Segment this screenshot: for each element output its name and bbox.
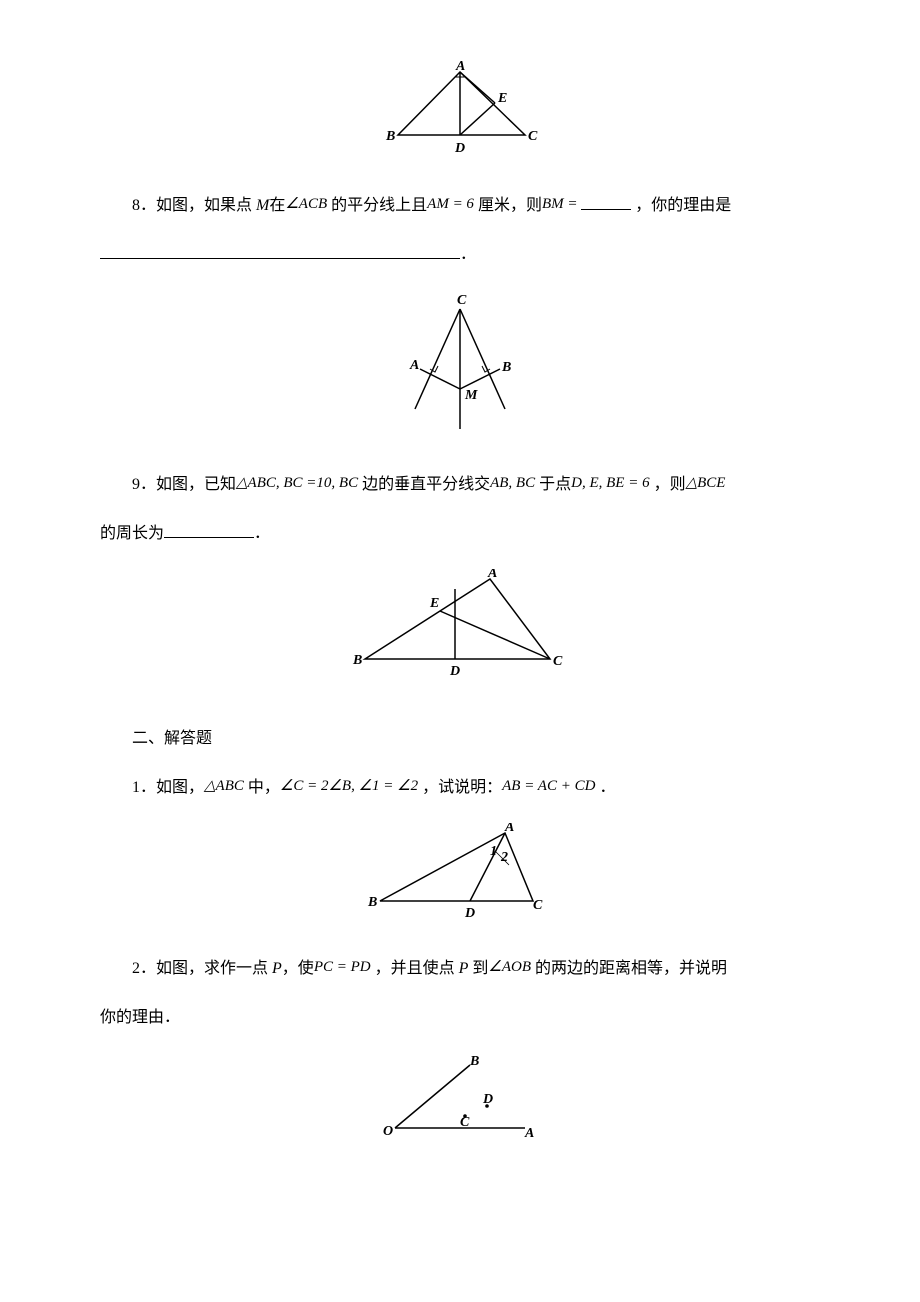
figure-q8: C A B M (100, 289, 820, 450)
q8-t1: 在 (269, 197, 285, 214)
s1-prefix: 1．如图， (132, 779, 204, 796)
q9-BCE: △BCE (686, 475, 726, 491)
q9-t2: 于点 (535, 476, 571, 493)
label-B: B (367, 895, 377, 910)
solve-2-line2: 你的理由． (100, 1004, 820, 1033)
solve-1: 1．如图，△ABC 中，∠C = 2∠B, ∠1 = ∠2 ，试说明：AB = … (100, 773, 820, 803)
q9-prefix: 9．如图，已知 (132, 476, 236, 493)
label-A: A (524, 1126, 534, 1141)
s1-res: AB = AC + CD (502, 778, 595, 794)
label-C: C (457, 293, 467, 308)
q9-cond1: △ABC, BC =10, BC (236, 475, 358, 491)
label-A: A (455, 60, 465, 74)
question-9: 9．如图，已知△ABC, BC =10, BC 边的垂直平分线交AB, BC 于… (100, 470, 820, 500)
s2-t1: ，使 (282, 960, 314, 977)
s2-P2: P (459, 960, 469, 977)
label-M: M (464, 388, 478, 403)
label-C: C (528, 129, 538, 144)
solve-2: 2．如图，求作一点 P，使PC = PD ，并且使点 P 到∠AOB 的两边的距… (100, 954, 820, 984)
label-E: E (497, 91, 507, 106)
q9-t3: ，则 (650, 476, 686, 493)
q8-BM: BM = (542, 196, 581, 212)
q8-t3: 厘米，则 (474, 197, 542, 214)
q8-period: ． (460, 246, 476, 263)
figure-q7: A B C D E (100, 60, 820, 171)
s1-t1: 中， (244, 779, 280, 796)
section-2-title: 二、解答题 (100, 725, 820, 754)
q8-t2: 的平分线上且 (327, 197, 427, 214)
label-B: B (352, 653, 362, 668)
blank-reason (100, 242, 460, 259)
label-O: O (383, 1124, 393, 1139)
label-A: A (504, 823, 514, 835)
question-9-line2: 的周长为 ． (100, 520, 820, 549)
s2-angle: ∠AOB (488, 959, 531, 975)
q8-M: M (256, 197, 269, 214)
s1-eqs: ∠C = 2∠B, ∠1 = ∠2 (280, 778, 418, 794)
q8-t4: ，你的理由是 (631, 197, 731, 214)
figure-s1: A B C D 1 2 (100, 823, 820, 934)
blank-perimeter (164, 521, 254, 538)
q8-AM: AM = 6 (427, 196, 474, 212)
figure-s2: O A B C D (100, 1053, 820, 1154)
label-D: D (454, 141, 465, 156)
s1-t2: ，试说明： (418, 779, 502, 796)
q9-t4: 的周长为 (100, 525, 164, 542)
s1-period: ． (595, 779, 615, 796)
figure-q9: A E B C D (100, 569, 820, 695)
s2-t4: 的两边的距离相等，并说明 (531, 960, 727, 977)
label-C: C (460, 1115, 470, 1130)
blank-bm (581, 193, 631, 210)
label-C: C (533, 898, 543, 913)
label-D: D (482, 1092, 493, 1107)
label-E: E (429, 596, 439, 611)
s2-t5: 你的理由． (100, 1009, 180, 1026)
q8-angle-ACB: ∠ACB (285, 196, 327, 212)
label-B: B (385, 129, 395, 144)
q9-ABBC: AB, BC (490, 475, 535, 491)
q8-prefix: 8．如图，如果点 (132, 197, 256, 214)
s1-tri: △ABC (204, 778, 244, 794)
s2-eq: PC = PD (314, 959, 371, 975)
question-8: 8．如图，如果点 M在∠ACB 的平分线上且AM = 6 厘米，则BM = ，你… (100, 191, 820, 221)
q9-period: ． (254, 525, 270, 542)
label-A: A (409, 358, 419, 373)
label-B: B (501, 360, 511, 375)
question-8-line2: ． (100, 241, 820, 270)
s2-t3: 到 (468, 960, 488, 977)
label-C: C (553, 654, 563, 669)
s2-prefix: 2．如图，求作一点 (132, 960, 272, 977)
label-B: B (469, 1054, 479, 1069)
s2-t2: ，并且使点 (371, 960, 459, 977)
label-A: A (487, 569, 497, 581)
s2-P: P (272, 960, 282, 977)
q9-DEBE: D, E, BE = 6 (571, 475, 649, 491)
label-D: D (449, 664, 460, 679)
label-D: D (464, 906, 475, 921)
q9-t1: 边的垂直平分线交 (358, 476, 490, 493)
